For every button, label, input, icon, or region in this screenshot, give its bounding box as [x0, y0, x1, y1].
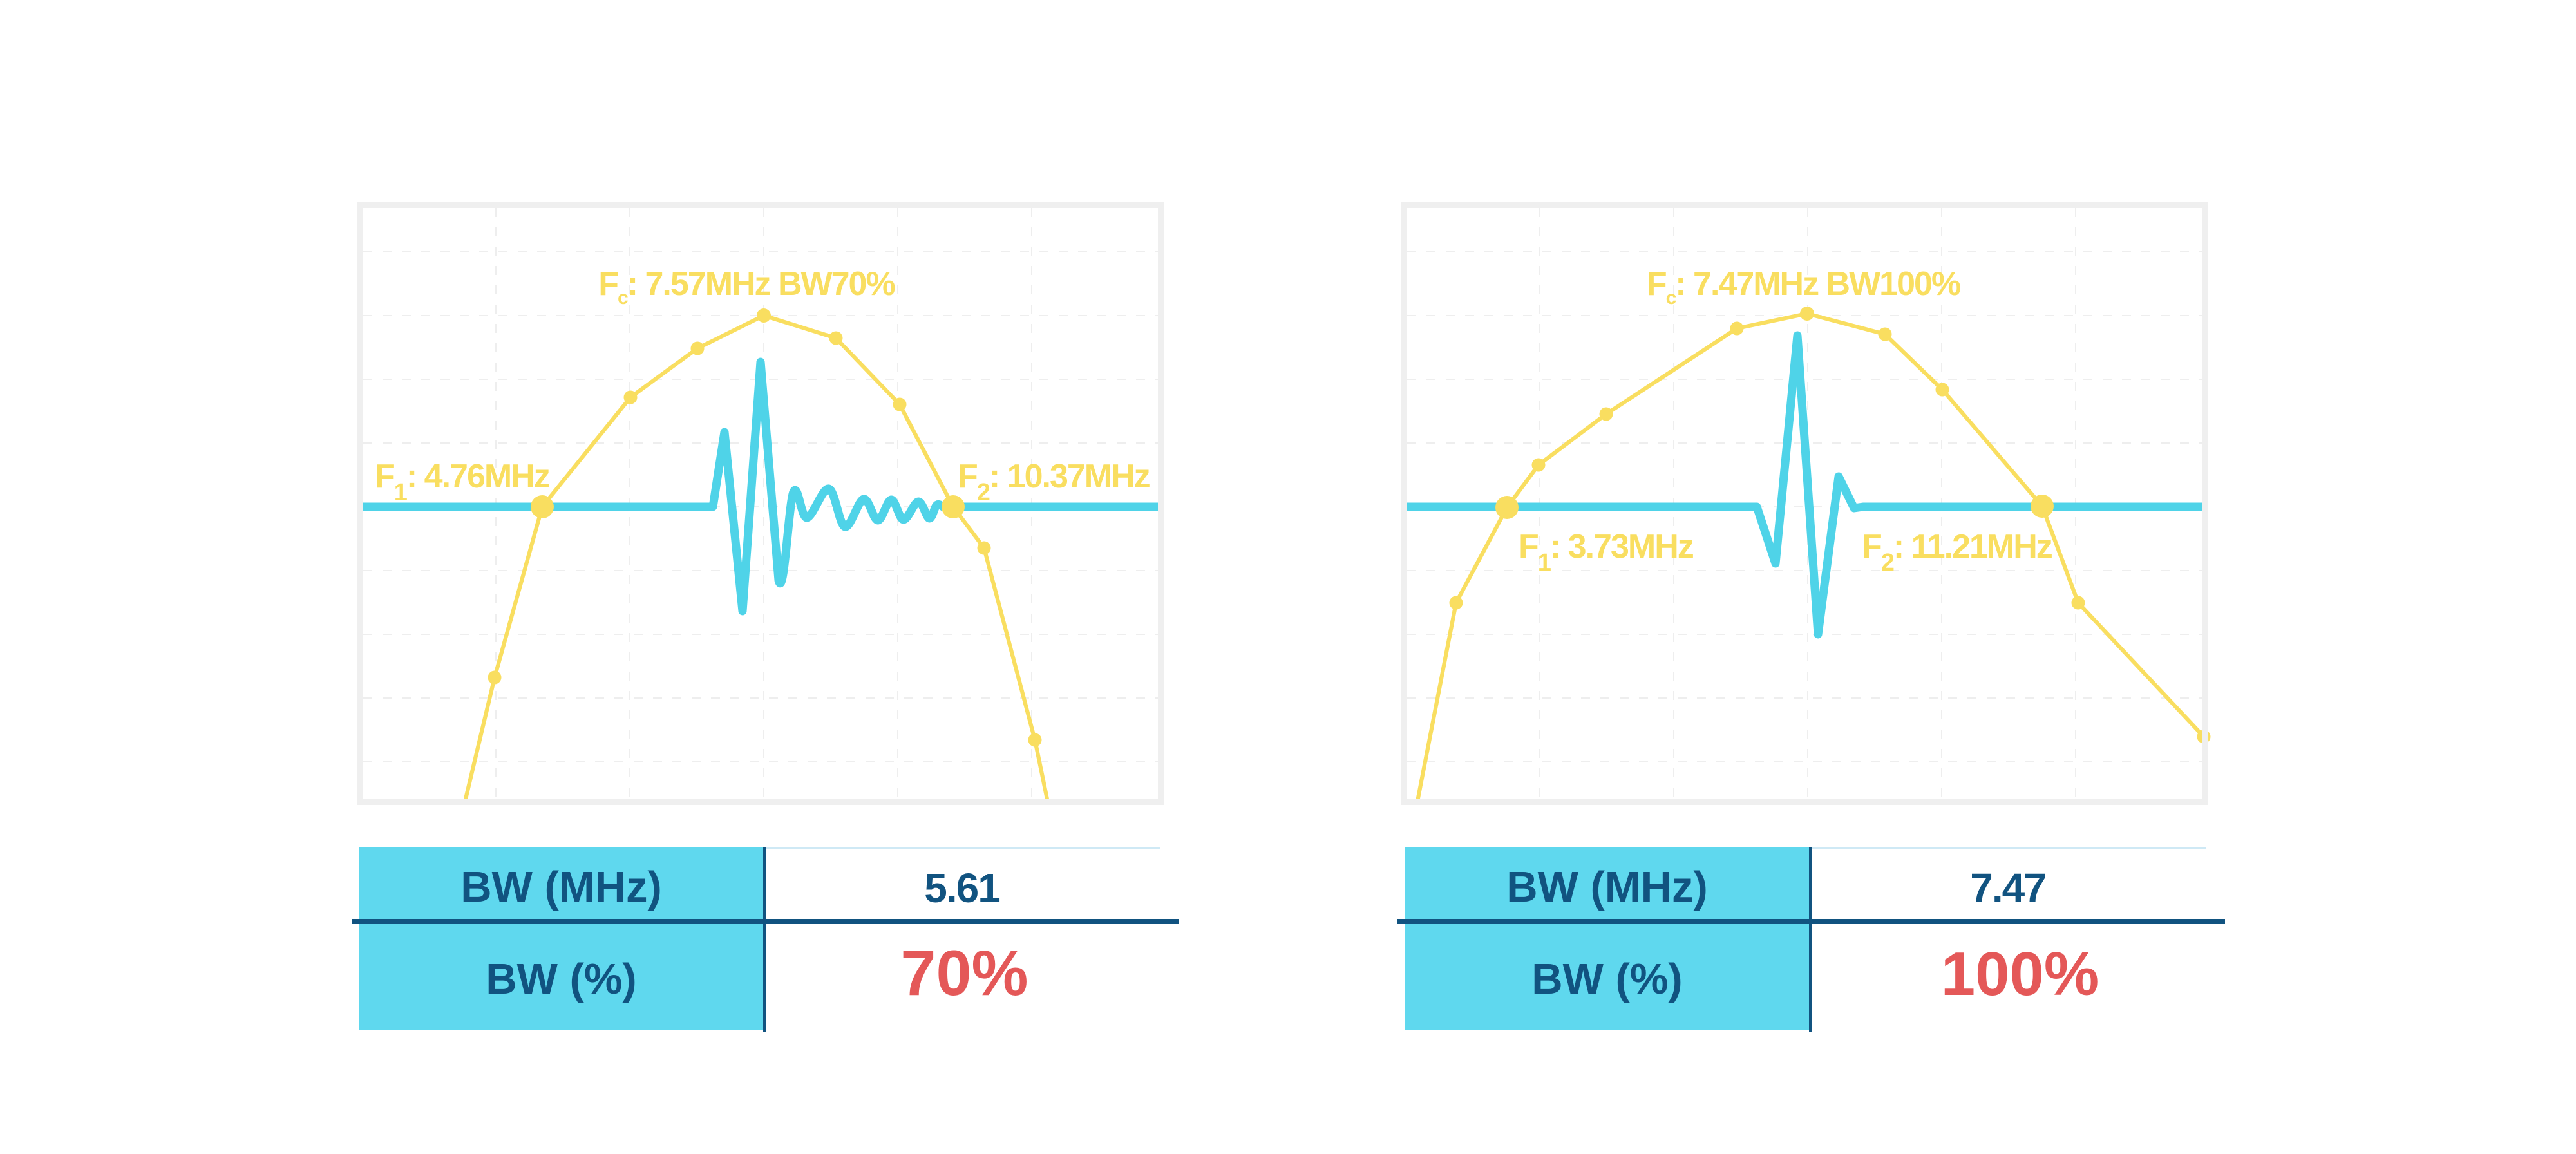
- svg-text:Fc: 7.57MHz BW70%: Fc: 7.57MHz BW70%: [598, 265, 895, 308]
- svg-text:70%: 70%: [900, 937, 1028, 1008]
- svg-text:BW (MHz): BW (MHz): [1506, 863, 1708, 911]
- svg-text:5.61: 5.61: [924, 865, 999, 911]
- svg-text:BW (%): BW (%): [486, 955, 636, 1003]
- svg-text:7.47: 7.47: [1970, 865, 2045, 911]
- svg-text:BW (MHz): BW (MHz): [460, 863, 662, 911]
- svg-text:BW (%): BW (%): [1531, 955, 1682, 1003]
- svg-text:Fc: 7.47MHz BW100%: Fc: 7.47MHz BW100%: [1647, 265, 1960, 308]
- svg-text:100%: 100%: [1941, 940, 2099, 1008]
